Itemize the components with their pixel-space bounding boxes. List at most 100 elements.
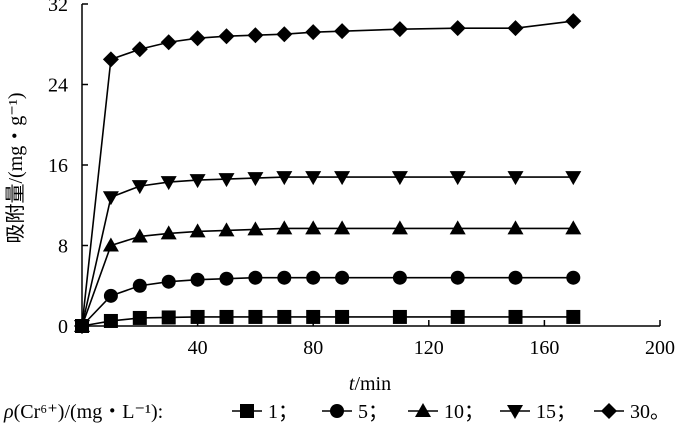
data-point bbox=[449, 20, 466, 37]
data-point bbox=[218, 222, 235, 237]
series-line bbox=[81, 227, 574, 327]
data-point bbox=[276, 26, 293, 43]
data-point bbox=[189, 30, 206, 47]
legend-prefix: ρ(Cr⁶⁺)/(mg・L⁻¹): bbox=[3, 401, 163, 423]
x-axis-label-var: t bbox=[349, 373, 355, 395]
data-point bbox=[131, 228, 148, 243]
data-point bbox=[247, 27, 264, 44]
data-point bbox=[508, 309, 523, 324]
data-point bbox=[306, 309, 321, 324]
data-point bbox=[276, 171, 293, 186]
data-point bbox=[566, 270, 581, 285]
data-point bbox=[450, 270, 465, 285]
data-point bbox=[247, 172, 264, 187]
data-point bbox=[335, 270, 350, 285]
series-1 bbox=[75, 309, 581, 333]
series-15 bbox=[74, 171, 582, 334]
data-point bbox=[565, 13, 582, 30]
data-point bbox=[102, 51, 119, 68]
data-point bbox=[334, 171, 351, 186]
y-tick-label: 16 bbox=[48, 155, 68, 177]
series-line bbox=[81, 316, 574, 327]
data-point bbox=[190, 272, 205, 287]
x-axis-label-unit: /min bbox=[354, 373, 391, 395]
data-point bbox=[248, 309, 263, 324]
legend-item-15: 15； bbox=[500, 401, 576, 423]
data-point bbox=[189, 174, 206, 189]
data-point bbox=[335, 309, 350, 324]
data-point bbox=[450, 309, 465, 324]
data-point bbox=[334, 23, 351, 40]
data-point bbox=[132, 310, 147, 325]
data-point bbox=[277, 309, 292, 324]
x-tick-label: 80 bbox=[303, 337, 323, 359]
x-tick-label: 200 bbox=[645, 337, 675, 359]
data-point bbox=[74, 318, 90, 334]
x-tick-label: 160 bbox=[529, 337, 559, 359]
data-point bbox=[305, 24, 322, 41]
data-point bbox=[248, 270, 263, 285]
data-point bbox=[277, 270, 292, 285]
legend-prefix-var: ρ bbox=[3, 401, 14, 423]
legend-label: 5； bbox=[358, 401, 388, 423]
data-point bbox=[102, 237, 119, 252]
legend-label: 1； bbox=[268, 401, 298, 423]
series-line bbox=[81, 176, 574, 327]
data-point bbox=[392, 309, 407, 324]
legend-prefix-unit: (Cr⁶⁺)/(mg・L⁻¹): bbox=[14, 401, 164, 423]
data-point bbox=[391, 171, 408, 186]
x-tick-label: 120 bbox=[414, 337, 444, 359]
data-point bbox=[218, 173, 235, 188]
data-point bbox=[160, 34, 177, 51]
data-point bbox=[306, 270, 321, 285]
legend-label: 15； bbox=[536, 401, 576, 423]
data-point bbox=[160, 176, 177, 191]
series-5 bbox=[75, 270, 581, 333]
data-point bbox=[247, 221, 264, 236]
data-point bbox=[103, 313, 118, 328]
data-point bbox=[189, 223, 206, 238]
legend-item-30: 30。 bbox=[594, 401, 670, 423]
data-point bbox=[131, 41, 148, 58]
data-point bbox=[565, 171, 582, 186]
legend-marker bbox=[415, 403, 431, 417]
legend: ρ(Cr⁶⁺)/(mg・L⁻¹): 1； 5； 10； 15； 30。 bbox=[3, 401, 670, 423]
legend-marker bbox=[240, 404, 254, 418]
data-point bbox=[565, 220, 582, 235]
y-tick-label: 8 bbox=[58, 236, 68, 258]
y-tick-label: 24 bbox=[48, 75, 68, 97]
data-point bbox=[305, 171, 322, 186]
data-point bbox=[507, 20, 524, 37]
series-30 bbox=[74, 13, 582, 334]
legend-marker bbox=[330, 404, 344, 418]
axis-labels: 吸附量/(mg・g⁻¹) t/min bbox=[4, 93, 391, 396]
x-axis-label: t/min bbox=[349, 373, 391, 395]
data-point bbox=[161, 310, 176, 325]
data-point bbox=[449, 171, 466, 186]
data-point bbox=[305, 220, 322, 235]
data-point bbox=[219, 309, 234, 324]
data-point bbox=[276, 220, 293, 235]
data-point bbox=[449, 220, 466, 235]
data-point bbox=[131, 180, 148, 195]
data-point bbox=[102, 191, 119, 206]
data-point bbox=[218, 28, 235, 45]
data-point bbox=[507, 171, 524, 186]
data-point bbox=[160, 225, 177, 240]
data-point bbox=[219, 271, 234, 286]
legend-item-10: 10； bbox=[408, 401, 484, 423]
legend-marker bbox=[507, 405, 523, 419]
data-point bbox=[334, 220, 351, 235]
axes: 0 8 16 24 32 40 80 120 160 200 bbox=[48, 0, 675, 359]
series-line bbox=[81, 276, 574, 327]
series-10 bbox=[74, 220, 582, 332]
y-tick-label: 0 bbox=[58, 316, 68, 338]
data-point bbox=[566, 309, 581, 324]
x-tick-label: 40 bbox=[188, 337, 208, 359]
series-layer bbox=[74, 13, 582, 334]
legend-label: 10； bbox=[444, 401, 484, 423]
y-axis-label: 吸附量/(mg・g⁻¹) bbox=[4, 93, 27, 244]
data-point bbox=[132, 278, 147, 293]
data-point bbox=[190, 309, 205, 324]
